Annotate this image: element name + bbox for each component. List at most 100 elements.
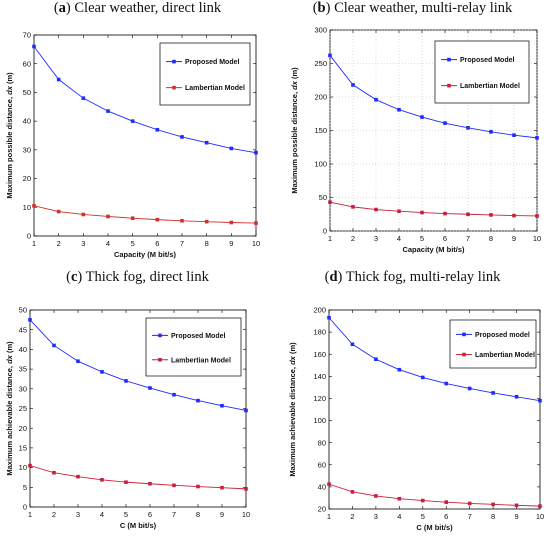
series-line [328, 317, 541, 402]
x-tick-label: 1 [327, 512, 331, 521]
x-tick-label: 9 [229, 239, 233, 248]
data-point [106, 214, 110, 219]
x-tick-label: 2 [351, 234, 355, 243]
data-point [351, 205, 355, 209]
legend-box [145, 317, 242, 377]
panel-title: (c) Thick fog, direct link [66, 269, 209, 285]
data-point [100, 478, 104, 482]
y-axis-label-unit: (m) [290, 67, 299, 81]
y-tick-label: 70 [23, 31, 31, 40]
data-point [374, 494, 378, 498]
legend-label: Lambertian Model [475, 352, 535, 359]
x-tick-label: 3 [374, 512, 378, 521]
data-point [397, 107, 401, 112]
data-point [491, 391, 495, 395]
legend-marker [158, 333, 162, 338]
x-tick-label: 1 [28, 510, 32, 519]
y-tick-label: 45 [19, 325, 27, 334]
x-tick-label: 6 [444, 512, 448, 521]
x-tick-label: 5 [421, 512, 425, 521]
legend-box [449, 319, 537, 369]
data-point [229, 220, 234, 225]
y-tick-label: 60 [23, 59, 31, 68]
y-axis-label-var: dx [5, 85, 14, 95]
y-tick-label: 10 [19, 463, 27, 472]
data-point [106, 109, 110, 113]
data-point [489, 130, 493, 134]
data-point [196, 398, 200, 403]
x-tick-label: 10 [242, 510, 250, 519]
y-tick-label: 30 [23, 145, 31, 154]
y-tick-label: 50 [19, 306, 27, 315]
data-point [229, 146, 234, 151]
y-tick-label: 300 [314, 26, 327, 35]
x-tick-label: 5 [420, 234, 424, 243]
x-tick-label: 3 [76, 510, 80, 519]
x-tick-label: 10 [252, 239, 260, 248]
data-point [420, 115, 424, 119]
x-tick-label: 7 [466, 234, 470, 243]
x-tick-label: 1 [32, 239, 36, 248]
chart-a: 1 2 3 4 5 6 7 8 9 10 0 10 20 30 40 50 60 70 Capacity (M bi… [5, 31, 260, 259]
legend-box [434, 40, 530, 104]
data-point [196, 484, 200, 489]
data-point [254, 150, 258, 155]
y-tick-label: 250 [314, 59, 327, 68]
data-point [327, 315, 331, 320]
x-tick-label: 8 [196, 510, 200, 519]
data-point [52, 343, 56, 348]
data-point [514, 394, 519, 399]
x-axis-label: C (M bit/s) [416, 523, 453, 532]
data-point [538, 398, 542, 403]
y-tick-label: 150 [314, 126, 327, 135]
data-point [172, 483, 176, 488]
legend-label: Proposed Model [185, 59, 240, 66]
data-point [148, 386, 152, 390]
data-point [397, 367, 402, 372]
legend-label: Lambertian Model [171, 357, 231, 364]
data-point [467, 501, 472, 506]
data-point [220, 403, 224, 408]
data-point [374, 97, 378, 102]
y-tick-label: 140 [313, 372, 326, 381]
series-line [329, 55, 538, 139]
y-tick-label: 40 [318, 482, 326, 491]
x-axis-label: Capacity (M bit/s) [114, 250, 177, 259]
series-line [328, 483, 541, 507]
y-tick-label: 40 [23, 117, 31, 126]
series-line [329, 201, 538, 217]
y-axis-label: Maximum achievable distance, dx (m) [5, 341, 14, 476]
y-axis-label-var: dx [5, 354, 14, 364]
data-point [172, 392, 176, 397]
data-point [397, 496, 402, 501]
data-point [374, 357, 378, 361]
y-tick-label: 0 [23, 503, 27, 512]
y-tick-label: 120 [313, 394, 326, 403]
series-line [29, 319, 247, 411]
y-axis-label: Maximum possible distance, dx (m) [290, 67, 299, 194]
panel-title: (a) Clear weather, direct link [53, 0, 222, 16]
x-tick-label: 8 [205, 239, 209, 248]
legend-label: Proposed Model [171, 333, 226, 340]
panel-b: (b) Clear weather, multi-relay link 1 2 3 4… [275, 0, 550, 269]
data-point [100, 370, 104, 374]
y-axis-label-var: dx [288, 355, 297, 365]
y-tick-label: 60 [318, 460, 326, 469]
chart-d: 1 2 3 4 5 6 7 8 9 10 20 40 60 80 100 120 140 160 180 200 C (… [288, 306, 544, 532]
data-point [444, 381, 449, 386]
data-point [244, 408, 248, 413]
y-tick-label: 10 [23, 203, 31, 212]
y-axis-label: Maximum possible distance, dx (m) [5, 72, 14, 199]
y-tick-label: 0 [27, 232, 31, 241]
x-tick-label: 7 [172, 510, 176, 519]
x-tick-label: 6 [443, 234, 447, 243]
x-tick-label: 6 [148, 510, 152, 519]
y-tick-label: 80 [318, 438, 326, 447]
data-point [76, 474, 80, 479]
y-axis-label-unit: (m) [288, 342, 297, 356]
series-line [29, 465, 247, 490]
data-point [130, 216, 135, 220]
data-point [397, 209, 401, 214]
data-point [535, 136, 539, 140]
data-point [420, 375, 425, 380]
